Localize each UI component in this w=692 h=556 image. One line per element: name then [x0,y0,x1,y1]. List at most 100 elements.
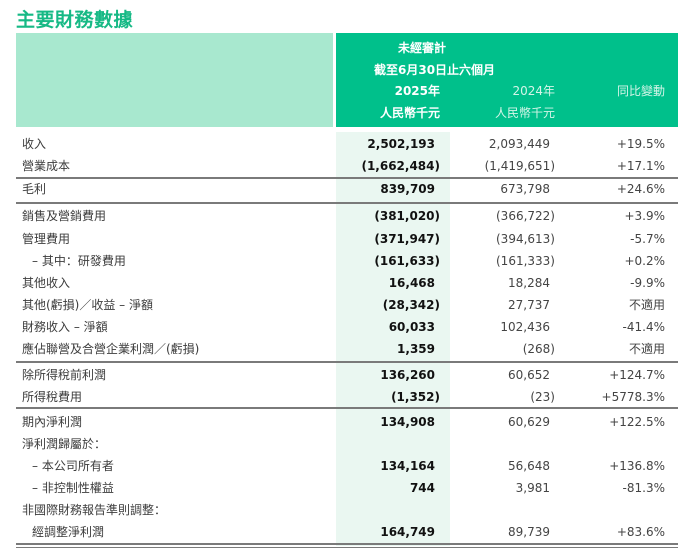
value-2025: (1,662,484) [361,159,440,173]
table-row: 營業成本 (1,662,484) (1,419,651) +17.1% [0,156,692,176]
row-label: 應佔聯營及合營企業利潤／(虧損) [22,342,200,356]
value-2024: 3,981 [515,481,550,495]
value-2025: 60,033 [388,320,435,334]
header-unaudited: 未經審計 [398,41,447,55]
table-row: 管理費用 (371,947) (394,613) -5.7% [0,229,692,249]
current-year-column-band [336,132,450,546]
value-change: -81.3% [622,481,665,495]
value-2025: 134,164 [380,459,435,473]
row-label: 財務收入 – 淨額 [22,320,108,334]
row-label: 淨利潤歸屬於： [22,437,107,451]
divider [16,547,678,548]
table-row: 銷售及營銷費用 (381,020) (366,722) +3.9% [0,206,692,226]
value-2024: 89,739 [508,525,550,539]
value-2024: 60,652 [508,368,550,382]
value-2025: (28,342) [382,298,440,312]
value-change: +136.8% [609,459,665,473]
page-title: 主要財務數據 [16,9,134,31]
row-label: 收入 [22,137,47,151]
value-change: +24.6% [616,182,665,196]
value-2024: 18,284 [508,276,550,290]
header-label-area [16,33,333,127]
header-2025: 2025年 [394,84,440,98]
header-period: 截至6月30日止六個月 [374,63,496,77]
table-row: 毛利 839,709 673,798 +24.6% [0,179,692,199]
value-2024: 56,648 [508,459,550,473]
value-change: +0.2% [624,254,665,268]
row-label: 管理費用 [22,232,71,246]
table-row: 淨利潤歸屬於： [0,434,692,454]
value-change: +3.9% [624,209,665,223]
value-change: +83.6% [616,525,665,539]
value-2024: 2,093,449 [488,137,550,151]
row-label: 除所得稅前利潤 [22,368,107,382]
value-2024: 102,436 [500,320,550,334]
value-2024: (394,613) [496,232,555,246]
value-2025: 744 [409,481,435,495]
row-label: 所得稅費用 [22,390,83,404]
value-2024: 27,737 [508,298,550,312]
value-2024: (268) [522,342,555,356]
table-row: 期內淨利潤 134,908 60,629 +122.5% [0,412,692,432]
table-row: 應佔聯營及合營企業利潤／(虧損) 1,359 (268) 不適用 [0,339,692,359]
table-row: – 非控制性權益 744 3,981 -81.3% [0,478,692,498]
row-label: 經調整淨利潤 [32,525,105,539]
row-label: 營業成本 [22,159,71,173]
value-2025: (1,352) [391,390,440,404]
row-label: 其他收入 [22,276,71,290]
table-row: 其他收入 16,468 18,284 -9.9% [0,273,692,293]
row-label: 非國際財務報告準則調整： [22,503,167,517]
table-row: – 其中：研發費用 (161,633) (161,333) +0.2% [0,251,692,271]
value-2024: (366,722) [496,209,555,223]
header-2024: 2024年 [512,84,555,98]
row-label: – 非控制性權益 [32,481,114,495]
value-2025: 1,359 [397,342,435,356]
table-row: 經調整淨利潤 164,749 89,739 +83.6% [0,522,692,542]
divider [16,361,678,363]
row-label: 期內淨利潤 [22,415,83,429]
value-2025: 134,908 [380,415,435,429]
table-row: 非國際財務報告準則調整： [0,500,692,520]
value-2025: (161,633) [374,254,440,268]
value-change: -5.7% [630,232,665,246]
value-2025: 164,749 [380,525,435,539]
value-2025: (381,020) [374,209,440,223]
row-label: 銷售及營銷費用 [22,209,107,223]
value-change: -41.4% [622,320,665,334]
divider [16,177,678,179]
row-label: – 本公司所有者 [32,459,114,473]
table-row: 財務收入 – 淨額 60,033 102,436 -41.4% [0,317,692,337]
value-2025: 2,502,193 [367,137,435,151]
table-row: 所得稅費用 (1,352) (23) +5778.3% [0,387,692,407]
value-change: +5778.3% [601,390,665,404]
table-row: 收入 2,502,193 2,093,449 +19.5% [0,134,692,154]
value-change: +19.5% [616,137,665,151]
header-period-area [336,33,678,127]
table-row: 除所得稅前利潤 136,260 60,652 +124.7% [0,365,692,385]
value-change: +122.5% [609,415,665,429]
value-change: -9.9% [630,276,665,290]
value-2025: 839,709 [380,182,435,196]
table-row: – 本公司所有者 134,164 56,648 +136.8% [0,456,692,476]
value-2024: (161,333) [496,254,555,268]
value-change: 不適用 [628,342,665,356]
value-change: +17.1% [616,159,665,173]
value-2025: 16,468 [388,276,435,290]
row-label: 毛利 [22,182,47,196]
value-2024: 673,798 [500,182,550,196]
header-unit-2025: 人民幣千元 [379,106,440,120]
divider [16,543,678,545]
value-change: +124.7% [609,368,665,382]
header-unit-2024: 人民幣千元 [494,106,555,120]
header-change: 同比變動 [616,84,665,98]
value-2024: (1,419,651) [484,159,555,173]
value-2024: (23) [530,390,555,404]
value-2025: 136,260 [380,368,435,382]
value-change: 不適用 [628,298,665,312]
value-2025: (371,947) [374,232,440,246]
divider [16,407,678,409]
table-row: 其他(虧損)／收益 – 淨額 (28,342) 27,737 不適用 [0,295,692,315]
value-2024: 60,629 [508,415,550,429]
divider [16,202,678,204]
